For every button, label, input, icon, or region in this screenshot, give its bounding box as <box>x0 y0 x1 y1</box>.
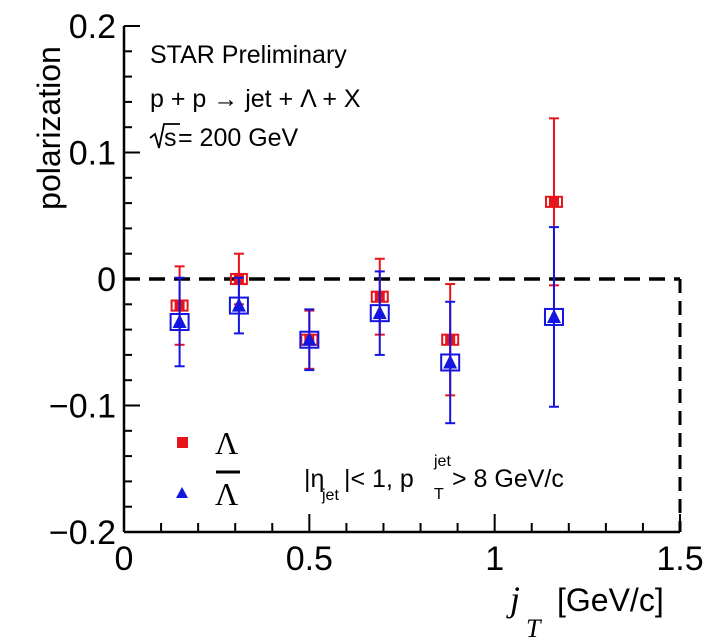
y-tick-label: 0.2 <box>69 8 116 46</box>
cuts-end: > 8 GeV/c <box>452 465 564 493</box>
data-point <box>443 354 458 369</box>
experiment-label: STAR Preliminary <box>150 41 347 69</box>
legend-label-lambda: Λ <box>215 425 238 461</box>
legend-marker-antilambda <box>176 487 188 498</box>
y-tick-label: −0.2 <box>49 514 116 552</box>
legend-label-antilambda: Λ <box>215 476 238 512</box>
legend: Λ Λ <box>176 425 240 512</box>
x-axis-title-sub: T <box>526 614 542 643</box>
y-axis-title: polarization <box>31 46 67 210</box>
series-antilambda <box>169 226 564 425</box>
cuts-mid: |< 1, p <box>344 465 414 493</box>
cuts-eta-sub: jet <box>321 487 339 504</box>
data-point <box>372 305 387 320</box>
tick-labels: 0.20.10−0.1−0.20 0.5 1 1.5 <box>49 8 704 578</box>
x-axis-title: j <box>506 579 520 619</box>
data-points <box>169 117 564 425</box>
x-tick-label: 0 <box>115 540 134 578</box>
y-tick-label: 0.1 <box>69 135 116 173</box>
y-tick-label: −0.1 <box>49 388 116 426</box>
energy-label: = 200 GeV <box>178 124 299 152</box>
cuts-p-sup: jet <box>433 453 451 470</box>
data-point <box>546 308 561 323</box>
sqrt-symbol <box>149 123 180 149</box>
data-point <box>548 196 559 207</box>
energy-sqrt-s: s <box>164 124 177 152</box>
legend-marker-lambda <box>177 437 188 448</box>
cuts-eta: |η <box>304 465 324 493</box>
cuts-p-sub: T <box>434 486 444 503</box>
series-lambda <box>170 117 563 397</box>
sys-box <box>544 195 563 208</box>
data-point <box>172 314 187 329</box>
x-axis-title-unit: [GeV/c] <box>557 582 664 618</box>
process-label: p + p → jet + Λ + X <box>150 85 361 113</box>
y-tick-label: 0 <box>97 261 116 299</box>
axes <box>122 25 682 534</box>
x-tick-label: 0.5 <box>286 540 333 578</box>
data-point <box>231 297 246 312</box>
x-tick-label: 1.5 <box>656 540 703 578</box>
x-tick-label: 1 <box>485 540 504 578</box>
data-point <box>302 331 317 346</box>
